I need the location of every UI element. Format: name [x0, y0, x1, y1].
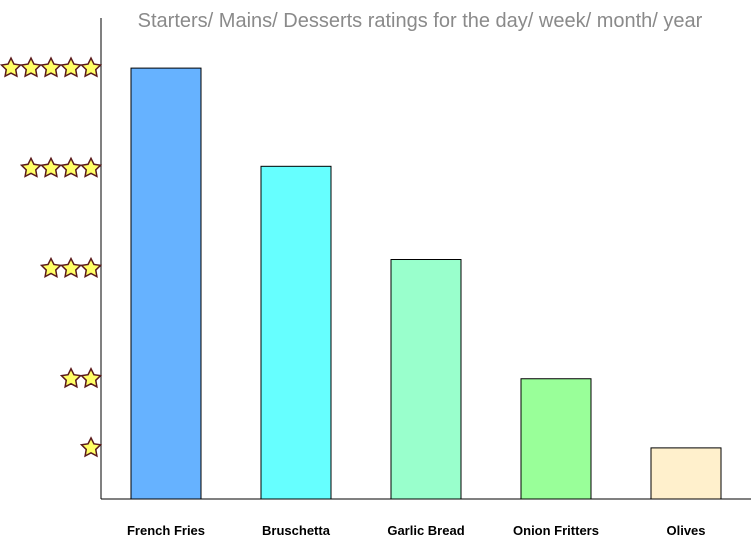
star-icon	[79, 367, 103, 389]
x-tick-label: Garlic Bread	[387, 523, 464, 538]
y-tick-star-group	[79, 436, 103, 458]
star-icon	[39, 56, 63, 78]
star-icon	[79, 156, 103, 178]
star-icon	[79, 436, 103, 458]
bars	[130, 67, 722, 500]
star-icon	[39, 156, 63, 178]
star-icon	[59, 56, 83, 78]
x-tick-labels: French Fries Bruschetta Garlic Bread Onion …	[127, 523, 706, 538]
x-tick-label: Olives	[666, 523, 705, 538]
y-tick-star-group	[0, 56, 103, 78]
x-tick-label: Onion Fritters	[513, 523, 599, 538]
y-tick-star-group	[19, 156, 103, 178]
bar	[390, 259, 462, 500]
star-icon	[59, 256, 83, 278]
bar	[650, 447, 722, 500]
star-icon	[79, 56, 103, 78]
y-tick-star-group	[59, 367, 103, 389]
x-tick-label: Bruschetta	[262, 523, 331, 538]
bar	[260, 165, 332, 500]
x-tick-label: French Fries	[127, 523, 205, 538]
star-icon	[0, 56, 23, 78]
chart-title: Starters/ Mains/ Desserts ratings for th…	[137, 10, 703, 32]
star-icon	[59, 367, 83, 389]
star-icon	[39, 256, 63, 278]
y-tick-stars	[0, 56, 103, 458]
y-tick-star-group	[39, 256, 103, 278]
star-icon	[19, 156, 43, 178]
star-icon	[19, 56, 43, 78]
star-icon	[79, 256, 103, 278]
bar	[520, 378, 592, 500]
bar	[130, 67, 202, 500]
star-icon	[59, 156, 83, 178]
